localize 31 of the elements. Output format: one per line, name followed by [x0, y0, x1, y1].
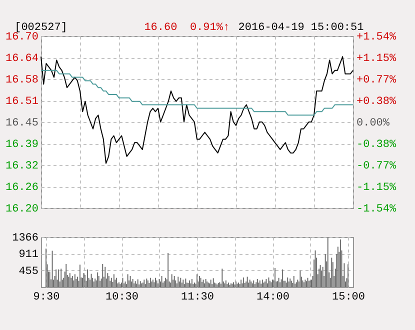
y-tick-label: 16.26 — [5, 182, 38, 194]
y2-tick-label: 0.00% — [356, 118, 390, 130]
y-tick-label: 16.64 — [5, 53, 39, 65]
line-series — [40, 70, 354, 116]
x-tick-label: 14:00 — [256, 292, 290, 304]
x-tick-label: 15:00 — [332, 292, 366, 304]
y-tick-label: 16.70 — [5, 32, 38, 44]
line-series — [40, 56, 354, 164]
text: 0.91%↑ — [190, 22, 230, 34]
y-tick-label: 16.58 — [5, 74, 38, 86]
y2-tick-label: +0.77% — [356, 74, 397, 86]
y-tick-label: 16.20 — [5, 204, 38, 216]
y2-tick-label: -1.15% — [356, 182, 397, 194]
x-tick-label: 11:30 — [180, 292, 214, 304]
y-tick-label: 16.45 — [5, 118, 38, 130]
y2-tick-label: +1.15% — [356, 53, 397, 65]
y2-tick-label: -0.77% — [356, 160, 397, 172]
y-tick-label: 16.39 — [5, 139, 38, 151]
y-tick-label: 16.32 — [5, 160, 38, 172]
y-tick-label: 1366 — [12, 232, 38, 244]
text: 16.60 — [144, 22, 178, 34]
x-tick-label: 10:30 — [105, 292, 139, 304]
y-tick-label: 16.51 — [5, 96, 39, 108]
y2-tick-label: -1.54% — [356, 204, 397, 216]
y2-tick-label: +1.54% — [356, 32, 397, 44]
y2-tick-label: -0.38% — [356, 139, 397, 151]
y-tick-label: 455 — [18, 266, 38, 278]
text: 2016-04-19 15:00:51 — [238, 22, 364, 34]
x-tick-label: 9:30 — [33, 292, 60, 304]
y-tick-label: 911 — [18, 249, 39, 262]
y2-tick-label: +0.38% — [356, 96, 397, 108]
